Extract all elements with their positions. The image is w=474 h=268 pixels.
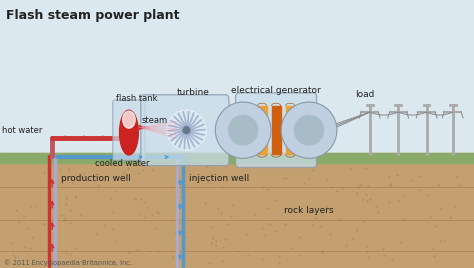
- FancyBboxPatch shape: [113, 100, 145, 160]
- Bar: [300, 106, 310, 154]
- Text: turbine: turbine: [177, 88, 210, 97]
- FancyBboxPatch shape: [141, 95, 229, 166]
- Bar: [286, 106, 295, 154]
- Ellipse shape: [123, 111, 135, 128]
- Circle shape: [294, 116, 324, 145]
- Text: electrical generator: electrical generator: [231, 86, 321, 95]
- Text: production well: production well: [61, 174, 130, 183]
- Circle shape: [183, 127, 190, 133]
- Text: injection well: injection well: [189, 174, 249, 183]
- Circle shape: [166, 110, 206, 150]
- Bar: [258, 106, 267, 154]
- Circle shape: [228, 116, 258, 145]
- Text: cooled water: cooled water: [95, 159, 149, 168]
- FancyBboxPatch shape: [236, 93, 317, 168]
- Text: © 2011 Encyclopaedia Britannica, Inc.: © 2011 Encyclopaedia Britannica, Inc.: [4, 259, 132, 266]
- Circle shape: [281, 102, 337, 158]
- Circle shape: [215, 102, 271, 158]
- Text: hot water: hot water: [2, 126, 43, 135]
- Text: rock layers: rock layers: [284, 206, 334, 215]
- Bar: [244, 106, 253, 154]
- Bar: [0, 153, 474, 163]
- Text: load: load: [356, 90, 375, 99]
- Ellipse shape: [119, 110, 138, 155]
- Bar: [0, 153, 474, 268]
- Bar: [0, 0, 474, 163]
- Text: flash tank: flash tank: [116, 94, 157, 103]
- Text: Flash steam power plant: Flash steam power plant: [6, 9, 179, 22]
- Bar: [272, 106, 282, 154]
- Text: steam: steam: [141, 116, 167, 125]
